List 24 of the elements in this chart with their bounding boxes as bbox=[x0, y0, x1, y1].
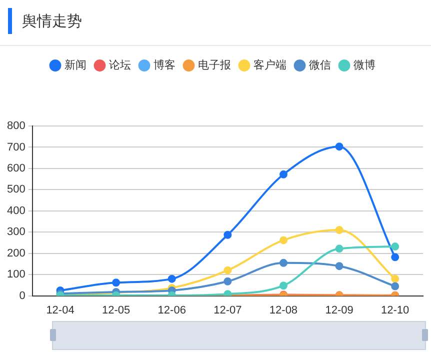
x-tick-label: 12-08 bbox=[269, 304, 298, 316]
x-tick-label: 12-09 bbox=[325, 304, 354, 316]
legend-label: 客户端 bbox=[253, 58, 286, 72]
y-tick-label: 0 bbox=[19, 290, 26, 302]
y-tick-label: 800 bbox=[6, 120, 26, 132]
y-tick-label: 700 bbox=[6, 141, 26, 154]
legend-label: 论坛 bbox=[108, 58, 131, 72]
x-tick-label: 12-04 bbox=[46, 304, 74, 316]
x-tick-label: 12-10 bbox=[381, 304, 410, 316]
legend-label: 博客 bbox=[153, 58, 176, 72]
legend-label: 电子报 bbox=[198, 58, 231, 72]
y-tick-label: 400 bbox=[6, 204, 26, 217]
y-tick-label: 300 bbox=[6, 226, 26, 238]
legend-label: 微信 bbox=[308, 58, 331, 72]
y-tick-label: 100 bbox=[6, 268, 26, 281]
y-tick-label: 500 bbox=[6, 184, 26, 196]
y-tick-label: 600 bbox=[6, 162, 26, 174]
chart-title: 舆情走势 bbox=[22, 12, 82, 30]
x-tick-label: 12-05 bbox=[102, 304, 130, 316]
legend-label: 新闻 bbox=[64, 58, 86, 72]
x-tick-label: 12-06 bbox=[158, 304, 186, 316]
x-tick-label: 12-07 bbox=[214, 304, 242, 316]
y-tick-label: 200 bbox=[6, 247, 26, 260]
legend-label: 微博 bbox=[353, 58, 376, 72]
